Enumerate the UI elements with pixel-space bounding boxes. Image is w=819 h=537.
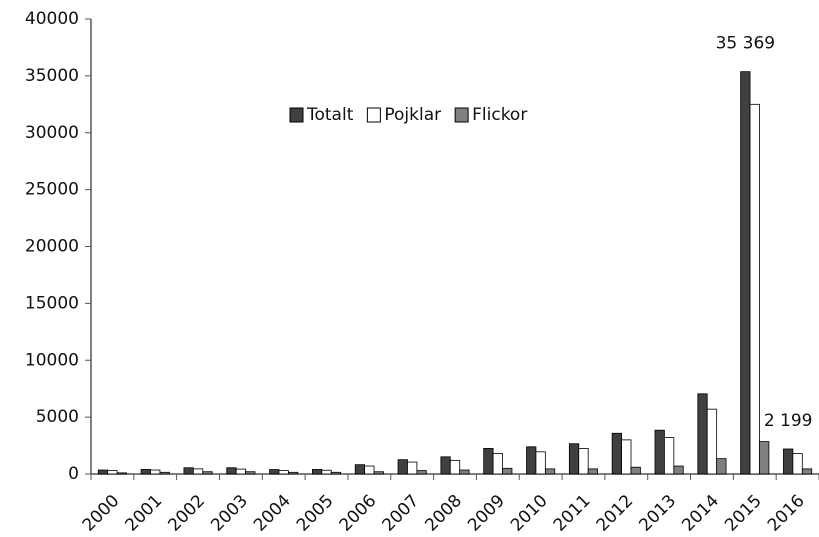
bar bbox=[311, 469, 323, 475]
bar bbox=[492, 453, 503, 475]
legend-swatch bbox=[454, 107, 469, 123]
data-label: 35 369 bbox=[716, 34, 775, 54]
legend-swatch bbox=[289, 107, 304, 123]
x-tick-label: 2015 bbox=[721, 491, 766, 536]
y-tick-label: 40000 bbox=[25, 9, 79, 29]
y-tick-label: 20000 bbox=[25, 237, 79, 257]
x-tick-label: 2001 bbox=[122, 491, 167, 536]
bar bbox=[192, 468, 204, 475]
bar bbox=[449, 459, 461, 475]
x-tick-label: 2010 bbox=[507, 491, 552, 536]
x-tick-label: 2008 bbox=[421, 491, 466, 536]
bar bbox=[759, 441, 770, 475]
bar bbox=[749, 103, 760, 475]
data-label: 2 199 bbox=[764, 411, 813, 431]
y-tick-label: 35000 bbox=[25, 66, 79, 86]
bar bbox=[654, 429, 665, 475]
bar bbox=[526, 446, 537, 475]
x-tick-label: 2012 bbox=[593, 491, 638, 536]
bar bbox=[269, 469, 280, 475]
bar bbox=[202, 471, 213, 475]
y-tick-label: 25000 bbox=[25, 180, 79, 200]
legend-swatch bbox=[366, 107, 381, 123]
y-tick-label: 10000 bbox=[25, 350, 79, 370]
x-tick-label: 2016 bbox=[764, 491, 809, 536]
y-tick-label: 5000 bbox=[36, 407, 79, 427]
x-tick-label: 2003 bbox=[207, 491, 252, 536]
bar bbox=[150, 469, 161, 475]
bar bbox=[407, 461, 418, 475]
legend-label: Totalt bbox=[306, 105, 354, 125]
bar bbox=[226, 467, 237, 475]
bar bbox=[416, 470, 427, 475]
bar bbox=[116, 472, 127, 475]
x-tick-label: 2005 bbox=[293, 491, 338, 536]
x-tick-label: 2009 bbox=[464, 491, 509, 536]
bar bbox=[159, 471, 170, 475]
y-tick-label: 15000 bbox=[25, 293, 79, 313]
bar bbox=[568, 443, 580, 475]
bar bbox=[288, 471, 299, 475]
bar bbox=[611, 432, 622, 475]
bar bbox=[621, 439, 632, 475]
bar bbox=[321, 469, 332, 475]
bar bbox=[544, 468, 556, 475]
legend-label: Pojklar bbox=[384, 105, 441, 125]
bar bbox=[801, 468, 813, 475]
bar bbox=[535, 451, 546, 475]
x-tick-label: 2011 bbox=[550, 491, 595, 536]
bar bbox=[630, 466, 641, 475]
x-tick-label: 2014 bbox=[678, 491, 723, 536]
bar bbox=[330, 471, 342, 475]
bar bbox=[107, 470, 118, 475]
bar bbox=[140, 469, 151, 475]
x-tick-label: 2007 bbox=[379, 491, 424, 536]
bar bbox=[245, 471, 256, 475]
y-tick-label: 30000 bbox=[25, 123, 79, 143]
legend-label: Flickor bbox=[472, 105, 527, 125]
bar bbox=[578, 448, 589, 475]
x-tick-label: 2013 bbox=[635, 491, 680, 536]
bar bbox=[664, 437, 675, 475]
bar bbox=[483, 448, 494, 475]
bar bbox=[235, 468, 246, 475]
bar bbox=[97, 469, 109, 475]
bar bbox=[792, 453, 803, 475]
bar bbox=[783, 448, 794, 475]
bar bbox=[697, 393, 708, 475]
bar bbox=[354, 464, 366, 475]
bar bbox=[183, 467, 194, 475]
bar bbox=[673, 465, 684, 475]
bar bbox=[397, 459, 408, 475]
y-tick-label: 0 bbox=[68, 464, 79, 484]
bar bbox=[364, 465, 375, 475]
bar bbox=[459, 469, 470, 475]
x-tick-label: 2004 bbox=[250, 491, 295, 536]
x-tick-label: 2000 bbox=[79, 491, 124, 536]
x-tick-label: 2002 bbox=[164, 491, 209, 536]
bar bbox=[440, 456, 451, 475]
bar bbox=[502, 467, 513, 475]
bar bbox=[278, 470, 289, 475]
bar bbox=[740, 71, 751, 475]
bar bbox=[716, 458, 727, 475]
bar bbox=[373, 471, 384, 475]
bar bbox=[587, 468, 599, 475]
bar bbox=[706, 408, 718, 475]
x-tick-label: 2006 bbox=[336, 491, 381, 536]
